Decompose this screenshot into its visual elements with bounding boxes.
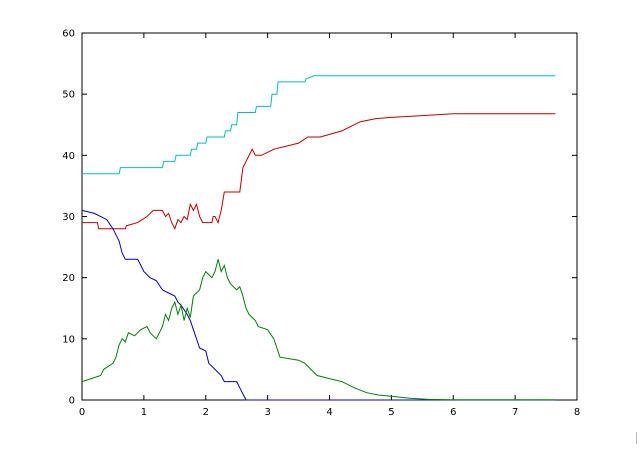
x-tick-label: 7 — [512, 407, 518, 418]
edge-mark — [636, 432, 637, 444]
series-line-1 — [82, 75, 556, 175]
series-line-3 — [81, 209, 556, 401]
y-tick-label: 60 — [62, 29, 75, 40]
plot-frame — [81, 32, 578, 401]
x-tick-label: 4 — [326, 407, 332, 418]
y-tick-label: 50 — [62, 90, 75, 101]
x-tick-label: 8 — [574, 407, 580, 418]
x-tick-label: 3 — [264, 407, 270, 418]
x-tick-label: 6 — [450, 407, 456, 418]
y-tick-label: 0 — [69, 396, 75, 407]
x-tick-label: 2 — [203, 407, 209, 418]
y-tick-label: 20 — [62, 273, 75, 284]
y-tick-label: 30 — [62, 212, 75, 223]
series-layer — [81, 75, 556, 401]
series-line-4 — [81, 259, 556, 401]
y-tick-label: 40 — [62, 151, 75, 162]
series-line-2 — [82, 113, 556, 230]
x-tick-label: 1 — [141, 407, 147, 418]
ticks-layer: 0 1 2 3 4 5 6 7 8 0 10 20 30 40 50 60 — [62, 29, 580, 419]
y-tick-label: 10 — [62, 334, 75, 345]
x-tick-label: 0 — [79, 407, 85, 418]
x-tick-label: 5 — [388, 407, 394, 418]
